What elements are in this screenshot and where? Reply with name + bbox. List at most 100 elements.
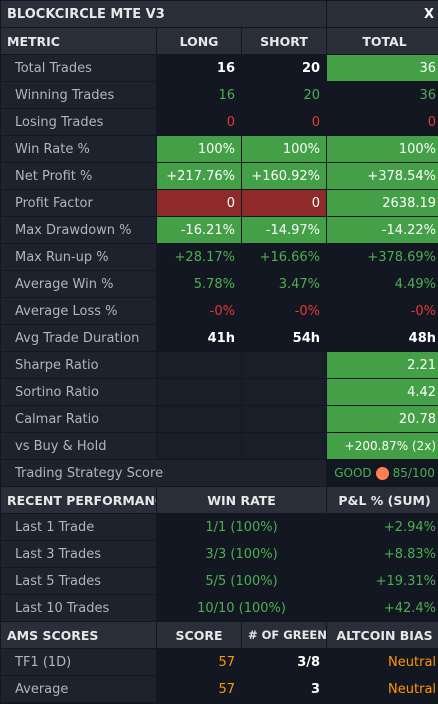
recent-header-label: RECENT PERFORMANCE bbox=[1, 487, 156, 513]
short-value: 3.47% bbox=[242, 271, 327, 297]
total-value: 4.42 bbox=[327, 379, 438, 405]
long-value: 0 bbox=[157, 190, 241, 216]
table-row: Sharpe Ratio 2.21 bbox=[1, 352, 438, 378]
recent-header-winrate: WIN RATE bbox=[157, 487, 327, 513]
recent-label: Last 10 Trades bbox=[1, 595, 156, 621]
recent-label: Last 1 Trade bbox=[1, 514, 156, 540]
ams-bias: Neutral bbox=[327, 649, 438, 675]
table-row: Sortino Ratio 4.42 bbox=[1, 379, 438, 405]
ams-score: 57 bbox=[157, 676, 241, 702]
total-value: -14.22% bbox=[327, 217, 438, 243]
table-row: Winning Trades 16 20 36 bbox=[1, 82, 438, 108]
header-total: TOTAL bbox=[327, 28, 438, 54]
metric-label: Winning Trades bbox=[1, 82, 156, 108]
total-value: +200.87% (2x) bbox=[327, 433, 438, 459]
recent-pnl: +8.83% bbox=[327, 541, 438, 567]
long-value: -16.21% bbox=[157, 217, 241, 243]
recent-winrate: 5/5 (100%) bbox=[157, 568, 327, 594]
short-value bbox=[242, 433, 327, 459]
metric-label: Profit Factor bbox=[1, 190, 156, 216]
short-value bbox=[242, 352, 327, 378]
ams-header-green: # OF GREEN bbox=[242, 622, 327, 648]
recent-header-row: RECENT PERFORMANCE WIN RATE P&L % (SUM) bbox=[1, 487, 438, 513]
short-value: 0 bbox=[242, 109, 327, 135]
long-value: 41h bbox=[157, 325, 241, 351]
recent-header-pnl: P&L % (SUM) bbox=[327, 487, 438, 513]
recent-winrate: 10/10 (100%) bbox=[157, 595, 327, 621]
table-row: Average 57 3 Neutral bbox=[1, 676, 438, 702]
header-metric: METRIC bbox=[1, 28, 156, 54]
metric-label: Losing Trades bbox=[1, 109, 156, 135]
panel-title: BLOCKCIRCLE MTE V3 bbox=[1, 1, 327, 27]
recent-label: Last 5 Trades bbox=[1, 568, 156, 594]
metric-label: Net Profit % bbox=[1, 163, 156, 189]
table-row: Last 10 Trades 10/10 (100%) +42.4% bbox=[1, 595, 438, 621]
short-value: 20 bbox=[242, 82, 327, 108]
table-row: Calmar Ratio 20.78 bbox=[1, 406, 438, 432]
recent-label: Last 3 Trades bbox=[1, 541, 156, 567]
table-row: Losing Trades 0 0 0 bbox=[1, 109, 438, 135]
table-row: vs Buy & Hold +200.87% (2x) bbox=[1, 433, 438, 459]
recent-winrate: 3/3 (100%) bbox=[157, 541, 327, 567]
metric-label: Total Trades bbox=[1, 55, 156, 81]
ams-green: 3/8 bbox=[242, 649, 327, 675]
recent-pnl: +2.94% bbox=[327, 514, 438, 540]
table-row: Last 1 Trade 1/1 (100%) +2.94% bbox=[1, 514, 438, 540]
table-row: Total Trades 16 20 36 bbox=[1, 55, 438, 81]
total-value: 100% bbox=[327, 136, 438, 162]
ams-green: 3 bbox=[242, 676, 327, 702]
recent-pnl: +19.31% bbox=[327, 568, 438, 594]
strategy-score-label: Trading Strategy Score bbox=[1, 460, 327, 486]
ams-header-row: AMS SCORES SCORE # OF GREEN ALTCOIN BIAS bbox=[1, 622, 438, 648]
short-value bbox=[242, 379, 327, 405]
title-row: BLOCKCIRCLE MTE V3 X bbox=[1, 1, 438, 27]
long-value bbox=[157, 379, 241, 405]
strategy-score-row: Trading Strategy Score GOOD 85/100 bbox=[1, 460, 438, 486]
long-value: 16 bbox=[157, 55, 241, 81]
metric-label: Average Loss % bbox=[1, 298, 156, 324]
ams-bias: Neutral bbox=[327, 676, 438, 702]
metric-label: Avg Trade Duration bbox=[1, 325, 156, 351]
metric-label: Max Drawdown % bbox=[1, 217, 156, 243]
table-row: Net Profit % +217.76% +160.92% +378.54% bbox=[1, 163, 438, 189]
score-grade: GOOD bbox=[334, 466, 372, 480]
close-button[interactable]: X bbox=[327, 1, 438, 27]
long-value: 5.78% bbox=[157, 271, 241, 297]
recent-winrate: 1/1 (100%) bbox=[157, 514, 327, 540]
long-value bbox=[157, 406, 241, 432]
table-row: Last 3 Trades 3/3 (100%) +8.83% bbox=[1, 541, 438, 567]
score-dot-icon bbox=[375, 467, 389, 480]
table-row: Max Run-up % +28.17% +16.66% +378.69% bbox=[1, 244, 438, 270]
metric-label: Calmar Ratio bbox=[1, 406, 156, 432]
metric-label: Win Rate % bbox=[1, 136, 156, 162]
table-row: Average Win % 5.78% 3.47% 4.49% bbox=[1, 271, 438, 297]
long-value: +28.17% bbox=[157, 244, 241, 270]
total-value: 36 bbox=[327, 55, 438, 81]
total-value: 48h bbox=[327, 325, 438, 351]
total-value: 2.21 bbox=[327, 352, 438, 378]
table-row: Average Loss % -0% -0% -0% bbox=[1, 298, 438, 324]
long-value: -0% bbox=[157, 298, 241, 324]
short-value: +160.92% bbox=[242, 163, 327, 189]
table-row: Profit Factor 0 0 2638.19 bbox=[1, 190, 438, 216]
short-value: -14.97% bbox=[242, 217, 327, 243]
score-number: 85/100 bbox=[392, 466, 435, 480]
metric-label: Max Run-up % bbox=[1, 244, 156, 270]
ams-header-bias: ALTCOIN BIAS bbox=[327, 622, 438, 648]
long-value: +217.76% bbox=[157, 163, 241, 189]
metric-label: vs Buy & Hold bbox=[1, 433, 156, 459]
total-value: +378.54% bbox=[327, 163, 438, 189]
metrics-header-row: METRIC LONG SHORT TOTAL bbox=[1, 28, 438, 54]
ams-header-score: SCORE bbox=[157, 622, 241, 648]
short-value: 100% bbox=[242, 136, 327, 162]
short-value: 20 bbox=[242, 55, 327, 81]
strategy-score-value: GOOD 85/100 bbox=[327, 460, 438, 486]
short-value bbox=[242, 406, 327, 432]
header-long: LONG bbox=[157, 28, 241, 54]
total-value: +378.69% bbox=[327, 244, 438, 270]
long-value bbox=[157, 352, 241, 378]
short-value: +16.66% bbox=[242, 244, 327, 270]
table-row: Last 5 Trades 5/5 (100%) +19.31% bbox=[1, 568, 438, 594]
ams-header-label: AMS SCORES bbox=[1, 622, 156, 648]
